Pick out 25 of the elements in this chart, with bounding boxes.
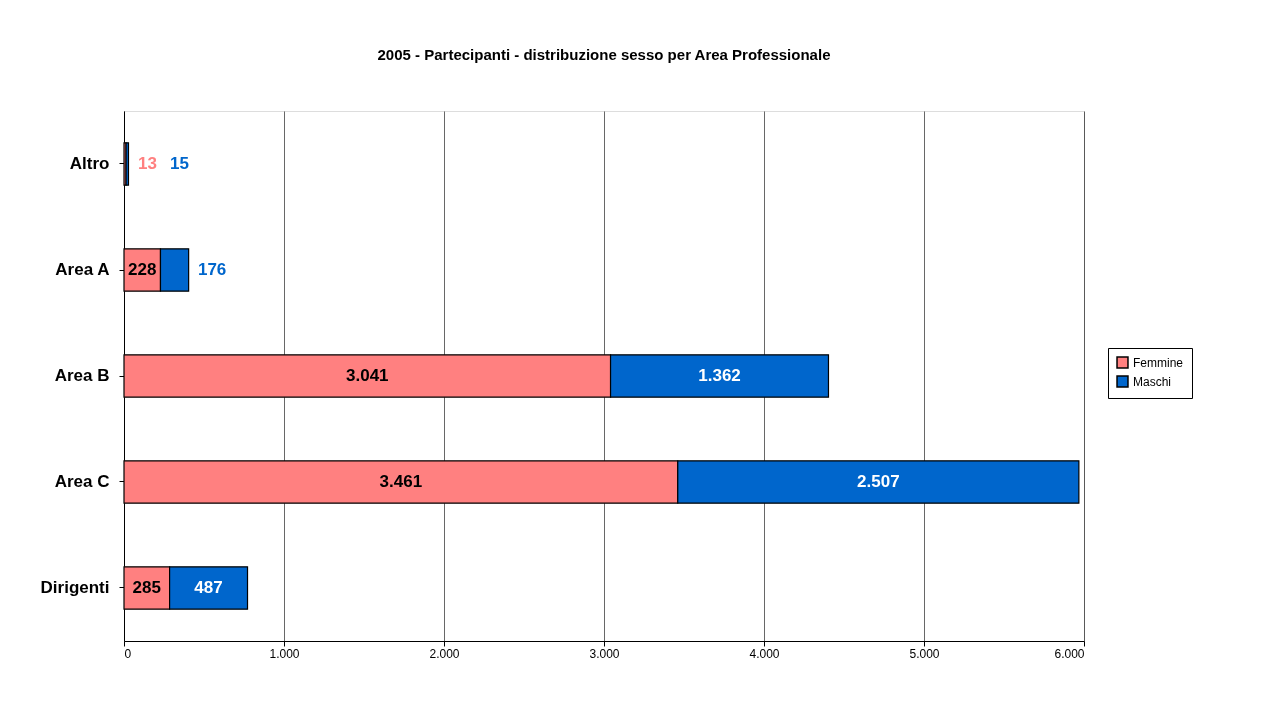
x-tick-label: 2.000 — [429, 646, 460, 661]
y-tick-label: Area B — [54, 366, 110, 385]
legend-label: Femmine — [1133, 355, 1184, 370]
x-tick-label: 3.000 — [589, 646, 620, 661]
data-label: 176 — [197, 260, 227, 279]
x-tick-label: 6.000 — [1054, 646, 1085, 661]
y-tick-label: Area A — [55, 260, 110, 279]
x-tick-label: 0 — [124, 646, 132, 661]
data-label: 2.507 — [857, 472, 900, 491]
y-tick-label: Area C — [54, 472, 110, 491]
data-label: 3.041 — [346, 366, 389, 385]
data-label: 1.362 — [698, 366, 741, 385]
y-tick-label: Altro — [69, 154, 110, 173]
chart-title: 2005 - Partecipanti - distribuzione sesso per Area Professionale — [377, 46, 831, 63]
x-tick-label: 5.000 — [909, 646, 940, 661]
data-label: 13 — [138, 154, 157, 173]
data-label: 3.461 — [379, 472, 423, 491]
data-label: 228 — [128, 260, 157, 279]
x-tick-label: 1.000 — [269, 646, 300, 661]
x-tick-label: 4.000 — [749, 646, 780, 661]
legend-label: Maschi — [1133, 374, 1172, 389]
data-label: 285 — [132, 578, 161, 597]
data-label: 487 — [194, 578, 223, 597]
data-label: 15 — [170, 154, 189, 173]
y-tick-label: Dirigenti — [40, 578, 110, 597]
